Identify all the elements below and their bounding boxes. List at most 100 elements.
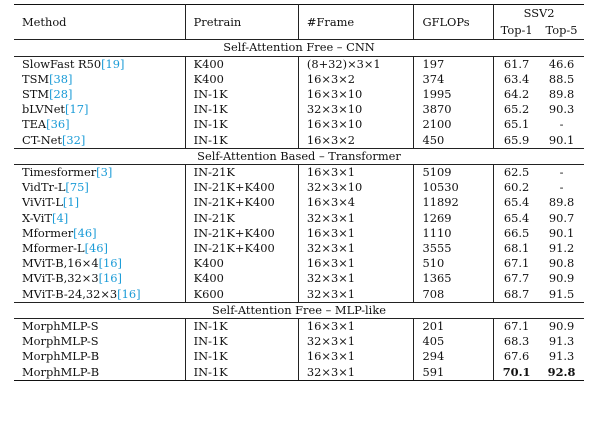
cell-gflops: 405 xyxy=(413,334,495,350)
table-row: CT-Net[32] IN-1K 16×3×2 450 65.9 90.1 xyxy=(14,132,584,149)
method-name: X-ViT xyxy=(22,210,52,225)
citation-link[interactable]: [17] xyxy=(65,102,89,117)
cell-frame: 32×3×1 xyxy=(298,241,415,257)
cell-pretrain: IN-21K+K400 xyxy=(185,241,299,257)
cell-gflops: 201 xyxy=(413,318,495,335)
method-name: Mformer-L xyxy=(22,241,85,256)
cell-gflops: 591 xyxy=(413,364,495,381)
cell-method: Mformer[46] xyxy=(14,225,186,242)
cell-gflops: 197 xyxy=(413,55,495,72)
table-row: Mformer-L[46] IN-21K+K400 32×3×1 3555 68.1 91… xyxy=(14,241,584,257)
table-row: MorphMLP-S IN-1K 16×3×1 201 67.1 90.9 xyxy=(14,318,584,335)
cell-gflops: 1995 xyxy=(413,87,495,103)
cell-method: ViViT-L[1] xyxy=(14,195,186,211)
cell-top5: - xyxy=(539,164,584,181)
cell-gflops: 1269 xyxy=(413,210,495,226)
cell-top1: 62.5 xyxy=(493,164,540,181)
method-name: TEA xyxy=(22,117,47,132)
citation-link[interactable]: [4] xyxy=(52,210,69,225)
cell-top1: 67.7 xyxy=(503,271,530,286)
cell-gflops: 5109 xyxy=(413,164,495,181)
cell-top1: 64.2 xyxy=(503,87,530,102)
cell-gflops: 11892 xyxy=(413,195,495,211)
cell-top5: 90.9 xyxy=(539,318,584,335)
citation-link[interactable]: [16] xyxy=(98,256,122,271)
cell-gflops: 1110 xyxy=(413,225,495,242)
citation-link[interactable]: [46] xyxy=(84,241,108,256)
cell-frame: 32×3×1 xyxy=(298,210,415,226)
table-row: SlowFast R50[19] K400 (8+32)×3×1 197 61.7 46.… xyxy=(14,55,584,72)
method-name: CT-Net xyxy=(22,132,62,147)
cell-frame: 16×3×1 xyxy=(298,318,415,335)
cell-gflops: 3870 xyxy=(413,102,495,118)
cell-frame: 16×3×2 xyxy=(298,71,415,88)
method-name: MViT-B-24,32×3 xyxy=(22,286,118,301)
citation-link[interactable]: [36] xyxy=(46,117,70,132)
results-table-container: Method Pretrain #Frame GFLOPs SSV2 Top-1… xyxy=(14,3,584,381)
cell-pretrain: IN-21K+K400 xyxy=(185,180,299,196)
cell-pretrain: IN-21K+K400 xyxy=(185,195,299,211)
results-table: Method Pretrain #Frame GFLOPs SSV2 Top-1… xyxy=(14,3,584,381)
cell-frame: 16×3×10 xyxy=(298,117,415,133)
citation-link[interactable]: [16] xyxy=(98,271,122,286)
cell-frame: 16×3×4 xyxy=(298,195,415,211)
cell-method: TEA[36] xyxy=(14,117,186,133)
citation-link[interactable]: [16] xyxy=(117,286,141,301)
cell-method: SlowFast R50[19] xyxy=(14,55,186,72)
cell-top5: 91.3 xyxy=(548,334,575,349)
cell-top1: 63.4 xyxy=(503,71,530,86)
cell-pretrain: IN-21K+K400 xyxy=(185,225,299,242)
table-row: Mformer[46] IN-21K+K400 16×3×1 1110 66.5 90.1 xyxy=(14,225,584,242)
cell-top5: 91.5 xyxy=(548,286,575,301)
cell-pretrain: IN-21K xyxy=(185,210,299,226)
cell-top1: 68.1 xyxy=(503,241,530,256)
cell-top1: 65.2 xyxy=(503,102,530,117)
cell-top5: 90.9 xyxy=(548,271,575,286)
table-row: TSM[38] K400 16×3×2 374 63.4 88.5 xyxy=(14,71,584,88)
cell-method: STM[28] xyxy=(14,87,186,103)
cell-top1: 66.5 xyxy=(503,225,530,240)
citation-link[interactable]: [1] xyxy=(62,195,80,210)
header-frame: #Frame xyxy=(298,3,415,40)
cell-pretrain: IN-21K xyxy=(185,164,299,181)
cell-pretrain: IN-1K xyxy=(185,132,299,149)
cell-gflops: 10530 xyxy=(413,180,495,196)
table-row: MorphMLP-B IN-1K 16×3×1 294 67.6 91.3 xyxy=(14,349,584,365)
cell-top5: 91.2 xyxy=(548,241,575,256)
cell-method: MViT-B,32×3[16] xyxy=(14,271,186,287)
cell-top1: 60.2 xyxy=(503,180,530,195)
cell-top5: 89.8 xyxy=(548,195,575,210)
method-name: ViViT-L xyxy=(22,195,63,210)
table-row: TEA[36] IN-1K 16×3×10 2100 65.1- xyxy=(14,117,584,133)
cell-pretrain: IN-1K xyxy=(185,364,299,381)
cell-gflops: 294 xyxy=(413,349,495,365)
citation-link[interactable]: [19] xyxy=(101,56,125,71)
table-row: ViViT-L[1] IN-21K+K400 16×3×4 11892 65.4 89.8 xyxy=(14,195,584,211)
method-name: MorphMLP-S xyxy=(22,319,99,334)
cell-pretrain: IN-1K xyxy=(185,334,299,350)
cell-method: CT-Net[32] xyxy=(14,132,186,149)
method-name: MorphMLP-B xyxy=(22,349,100,364)
section-title: Self-Attention Based – Transformer xyxy=(14,147,584,165)
method-name: TSM xyxy=(22,71,50,86)
table-row: VidTr-L[75] IN-21K+K400 32×3×10 10530 60.2- xyxy=(14,180,584,196)
table-row: MorphMLP-B IN-1K 32×3×1 591 70.1 92.8 xyxy=(14,364,584,381)
method-name: Mformer xyxy=(22,225,74,240)
method-name: MViT-B,16×4 xyxy=(22,256,99,271)
section-title: Self-Attention Free – CNN xyxy=(14,39,584,57)
cell-frame: 32×3×1 xyxy=(298,286,415,303)
cell-method: bLVNet[17] xyxy=(14,102,186,118)
citation-link[interactable]: [38] xyxy=(49,71,73,86)
cell-frame: 16×3×1 xyxy=(298,349,415,365)
citation-link[interactable]: [75] xyxy=(65,180,89,195)
citation-link[interactable]: [28] xyxy=(49,87,73,102)
citation-link[interactable]: [3] xyxy=(96,165,113,180)
cell-top1: 61.7 xyxy=(493,55,540,72)
cell-method: Timesformer[3] xyxy=(14,164,186,181)
method-name: MViT-B,32×3 xyxy=(22,271,99,286)
citation-link[interactable]: [32] xyxy=(61,132,86,147)
cell-top5: 88.5 xyxy=(548,71,575,86)
cell-method: VidTr-L[75] xyxy=(14,180,186,196)
cell-frame: 16×3×1 xyxy=(298,225,415,242)
citation-link[interactable]: [46] xyxy=(73,225,97,240)
